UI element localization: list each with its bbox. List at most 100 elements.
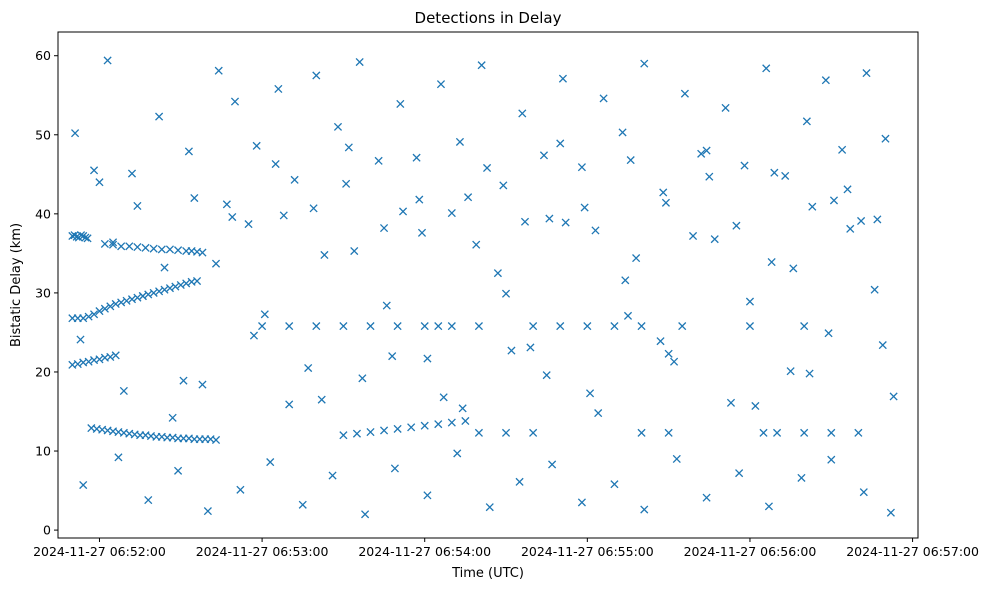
detection-marker <box>182 279 191 288</box>
detection-marker <box>312 322 321 331</box>
detection-marker <box>72 232 81 241</box>
y-tick-label: 0 <box>43 523 51 538</box>
detection-marker <box>740 161 749 170</box>
detection-marker <box>745 297 755 306</box>
detection-marker <box>515 477 524 486</box>
detection-marker <box>81 233 90 242</box>
detection-marker <box>114 453 123 462</box>
detection-marker <box>285 322 294 331</box>
detection-marker <box>520 217 530 226</box>
detection-marker <box>453 449 462 458</box>
detection-marker <box>79 480 88 490</box>
detection-marker <box>735 469 744 478</box>
detection-marker <box>290 175 299 184</box>
detection-marker <box>751 401 760 411</box>
detection-marker <box>626 156 635 165</box>
detection-marker <box>176 280 185 290</box>
chart-title: Detections in Delay <box>415 9 562 27</box>
detection-marker <box>184 147 193 156</box>
detection-marker <box>155 112 164 121</box>
detection-marker <box>485 503 494 512</box>
detection-marker <box>670 357 679 366</box>
detection-marker <box>279 211 288 220</box>
detection-marker <box>759 428 768 437</box>
detection-marker <box>610 322 619 331</box>
detection-marker <box>79 314 88 323</box>
detection-marker <box>767 258 776 267</box>
detection-marker <box>249 331 259 340</box>
detection-marker <box>859 488 868 497</box>
y-axis-label: Bistatic Delay (km) <box>9 223 24 347</box>
detection-marker <box>89 166 99 175</box>
detection-marker <box>298 500 307 509</box>
detection-marker <box>211 435 221 445</box>
detection-marker <box>797 473 806 482</box>
detection-marker <box>89 310 99 319</box>
detection-marker <box>507 346 516 355</box>
detection-marker <box>361 510 370 519</box>
detection-marker <box>664 428 673 437</box>
detection-marker <box>127 295 137 304</box>
detection-marker <box>821 76 830 85</box>
detection-marker <box>474 322 483 331</box>
detection-marker <box>203 507 212 516</box>
detection-marker <box>556 139 565 148</box>
detection-marker <box>141 243 150 252</box>
detection-marker <box>83 234 92 243</box>
detection-marker <box>171 282 180 291</box>
detection-marker <box>461 416 470 426</box>
detection-marker <box>379 224 389 233</box>
detection-marker <box>339 322 348 331</box>
x-tick-label: 2024-11-27 06:57:00 <box>846 544 979 559</box>
detection-marker <box>745 322 755 331</box>
x-axis: 2024-11-27 06:52:00 2024-11-27 06:53:00 20… <box>33 538 979 559</box>
detection-marker <box>374 156 383 165</box>
detection-marker <box>108 240 118 249</box>
detection-marker <box>122 296 131 305</box>
y-tick-label: 10 <box>35 444 51 459</box>
detection-marker <box>474 428 483 437</box>
detection-marker <box>640 59 649 68</box>
detection-marker <box>800 428 809 437</box>
detection-marker <box>76 231 86 240</box>
x-tick-label: 2024-11-27 06:55:00 <box>521 544 654 559</box>
detection-marker <box>805 369 814 378</box>
detection-marker <box>529 322 538 331</box>
detection-marker <box>393 322 402 331</box>
detection-marker <box>84 357 93 366</box>
y-tick-label: 40 <box>35 206 51 221</box>
x-axis-label: Time (UTC) <box>451 566 524 581</box>
detection-marker <box>211 259 221 268</box>
detection-marker <box>529 428 538 437</box>
detection-marker <box>355 57 364 67</box>
detection-marker <box>548 460 557 469</box>
detection-marker <box>160 285 169 294</box>
detection-marker <box>133 201 142 210</box>
detection-marker <box>155 287 164 296</box>
detection-marker <box>436 80 446 89</box>
detection-marker <box>95 178 104 187</box>
detection-marker <box>661 198 670 207</box>
detection-marker <box>328 471 337 480</box>
detection-marker <box>274 84 283 93</box>
detection-marker <box>499 181 508 190</box>
detection-marker <box>764 502 773 511</box>
detection-marker <box>808 202 817 211</box>
detection-marker <box>526 343 535 352</box>
detection-marker <box>222 200 231 209</box>
detection-marker <box>119 386 128 396</box>
detection-marker <box>827 455 836 464</box>
detection-marker <box>398 207 408 216</box>
detection-marker <box>434 322 443 331</box>
detection-marker <box>464 193 473 202</box>
detection-marker <box>138 292 147 301</box>
detection-marker <box>829 196 839 205</box>
detection-marker <box>447 418 456 427</box>
detection-marker <box>591 226 600 235</box>
detection-marker <box>127 169 137 178</box>
detection-marker <box>174 246 183 255</box>
detection-marker <box>342 179 351 188</box>
detection-marker <box>317 395 326 404</box>
detection-marker <box>827 428 836 437</box>
